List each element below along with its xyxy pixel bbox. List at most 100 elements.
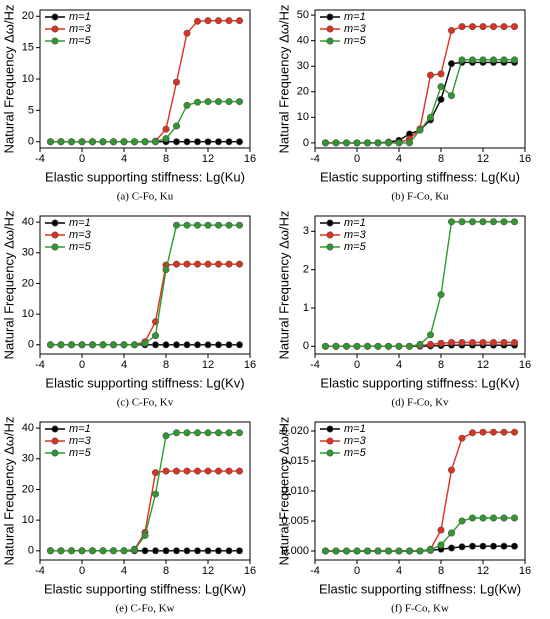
marker	[141, 339, 149, 347]
marker	[89, 547, 97, 555]
legend-label: m=1	[69, 217, 91, 229]
y-tick-label: 3	[303, 225, 309, 237]
marker	[194, 429, 202, 437]
x-tick-label: 16	[244, 359, 256, 371]
marker	[225, 467, 233, 475]
marker	[141, 531, 149, 539]
marker	[447, 544, 455, 552]
marker	[236, 138, 244, 146]
marker	[110, 341, 118, 349]
marker	[437, 526, 445, 534]
x-tick-label: -4	[35, 565, 45, 577]
marker	[120, 547, 128, 555]
marker	[194, 17, 202, 25]
x-tick-label: 8	[438, 359, 444, 371]
marker	[342, 547, 350, 555]
marker	[162, 547, 170, 555]
marker	[458, 56, 466, 64]
marker	[489, 542, 497, 550]
legend-marker	[326, 425, 334, 433]
legend-label: m=3	[344, 229, 367, 241]
marker	[204, 260, 212, 268]
plot-frame	[39, 215, 251, 355]
marker	[204, 98, 212, 106]
marker	[152, 490, 160, 498]
marker	[468, 56, 476, 64]
marker	[183, 221, 191, 229]
marker	[110, 138, 118, 146]
plot-frame	[39, 421, 251, 561]
marker	[225, 341, 233, 349]
x-tick-label: 4	[121, 565, 127, 577]
x-tick-label: 0	[354, 359, 360, 371]
y-axis-label: Natural Frequency Δω/Hz	[276, 211, 291, 360]
marker	[353, 547, 361, 555]
marker	[225, 17, 233, 25]
marker	[173, 260, 181, 268]
marker	[194, 341, 202, 349]
legend-marker	[51, 243, 59, 251]
marker	[204, 429, 212, 437]
x-tick-label: 8	[163, 359, 169, 371]
marker	[479, 218, 487, 226]
marker	[204, 17, 212, 25]
marker	[183, 547, 191, 555]
y-axis-label: Natural Frequency Δω/Hz	[1, 5, 16, 154]
marker	[236, 547, 244, 555]
marker	[342, 342, 350, 350]
marker	[489, 218, 497, 226]
marker	[510, 428, 518, 436]
marker	[363, 342, 371, 350]
marker	[437, 291, 445, 299]
marker	[183, 29, 191, 37]
marker	[374, 547, 382, 555]
marker	[489, 338, 497, 346]
marker	[236, 429, 244, 437]
legend-label: m=5	[69, 241, 92, 253]
marker	[215, 260, 223, 268]
marker	[204, 341, 212, 349]
legend-label: m=1	[344, 217, 366, 229]
marker	[120, 341, 128, 349]
marker	[131, 138, 139, 146]
marker	[479, 56, 487, 64]
marker	[215, 17, 223, 25]
marker	[500, 428, 508, 436]
marker	[374, 342, 382, 350]
y-axis-label: Natural Frequency Δω/Hz	[1, 211, 16, 360]
x-tick-label: 4	[396, 359, 402, 371]
marker	[131, 341, 139, 349]
marker	[68, 341, 76, 349]
marker	[332, 342, 340, 350]
marker	[458, 543, 466, 551]
marker	[89, 341, 97, 349]
marker	[500, 23, 508, 31]
marker	[46, 138, 54, 146]
marker	[458, 218, 466, 226]
x-tick-label: 4	[396, 153, 402, 165]
marker	[152, 341, 160, 349]
x-tick-label: 0	[79, 565, 85, 577]
marker	[416, 340, 424, 348]
y-tick-label: 1	[303, 302, 309, 314]
marker	[447, 466, 455, 474]
y-tick-label: 30	[297, 60, 309, 72]
y-tick-label: 30	[22, 247, 34, 259]
marker	[183, 429, 191, 437]
y-tick-label: 10	[22, 308, 34, 320]
x-tick-label: -4	[310, 359, 320, 371]
x-tick-label: 12	[202, 153, 214, 165]
x-axis-label: Elastic supporting stiffness: Lg(Kw)	[319, 581, 521, 596]
marker	[204, 467, 212, 475]
marker	[225, 260, 233, 268]
marker	[78, 547, 86, 555]
marker	[489, 428, 497, 436]
x-tick-label: -4	[310, 565, 320, 577]
y-axis-label: Natural Frequency Δω/Hz	[276, 5, 291, 154]
marker	[510, 338, 518, 346]
marker	[225, 429, 233, 437]
legend-marker	[326, 437, 334, 445]
marker	[173, 467, 181, 475]
marker	[236, 98, 244, 106]
x-tick-label: 16	[519, 153, 531, 165]
